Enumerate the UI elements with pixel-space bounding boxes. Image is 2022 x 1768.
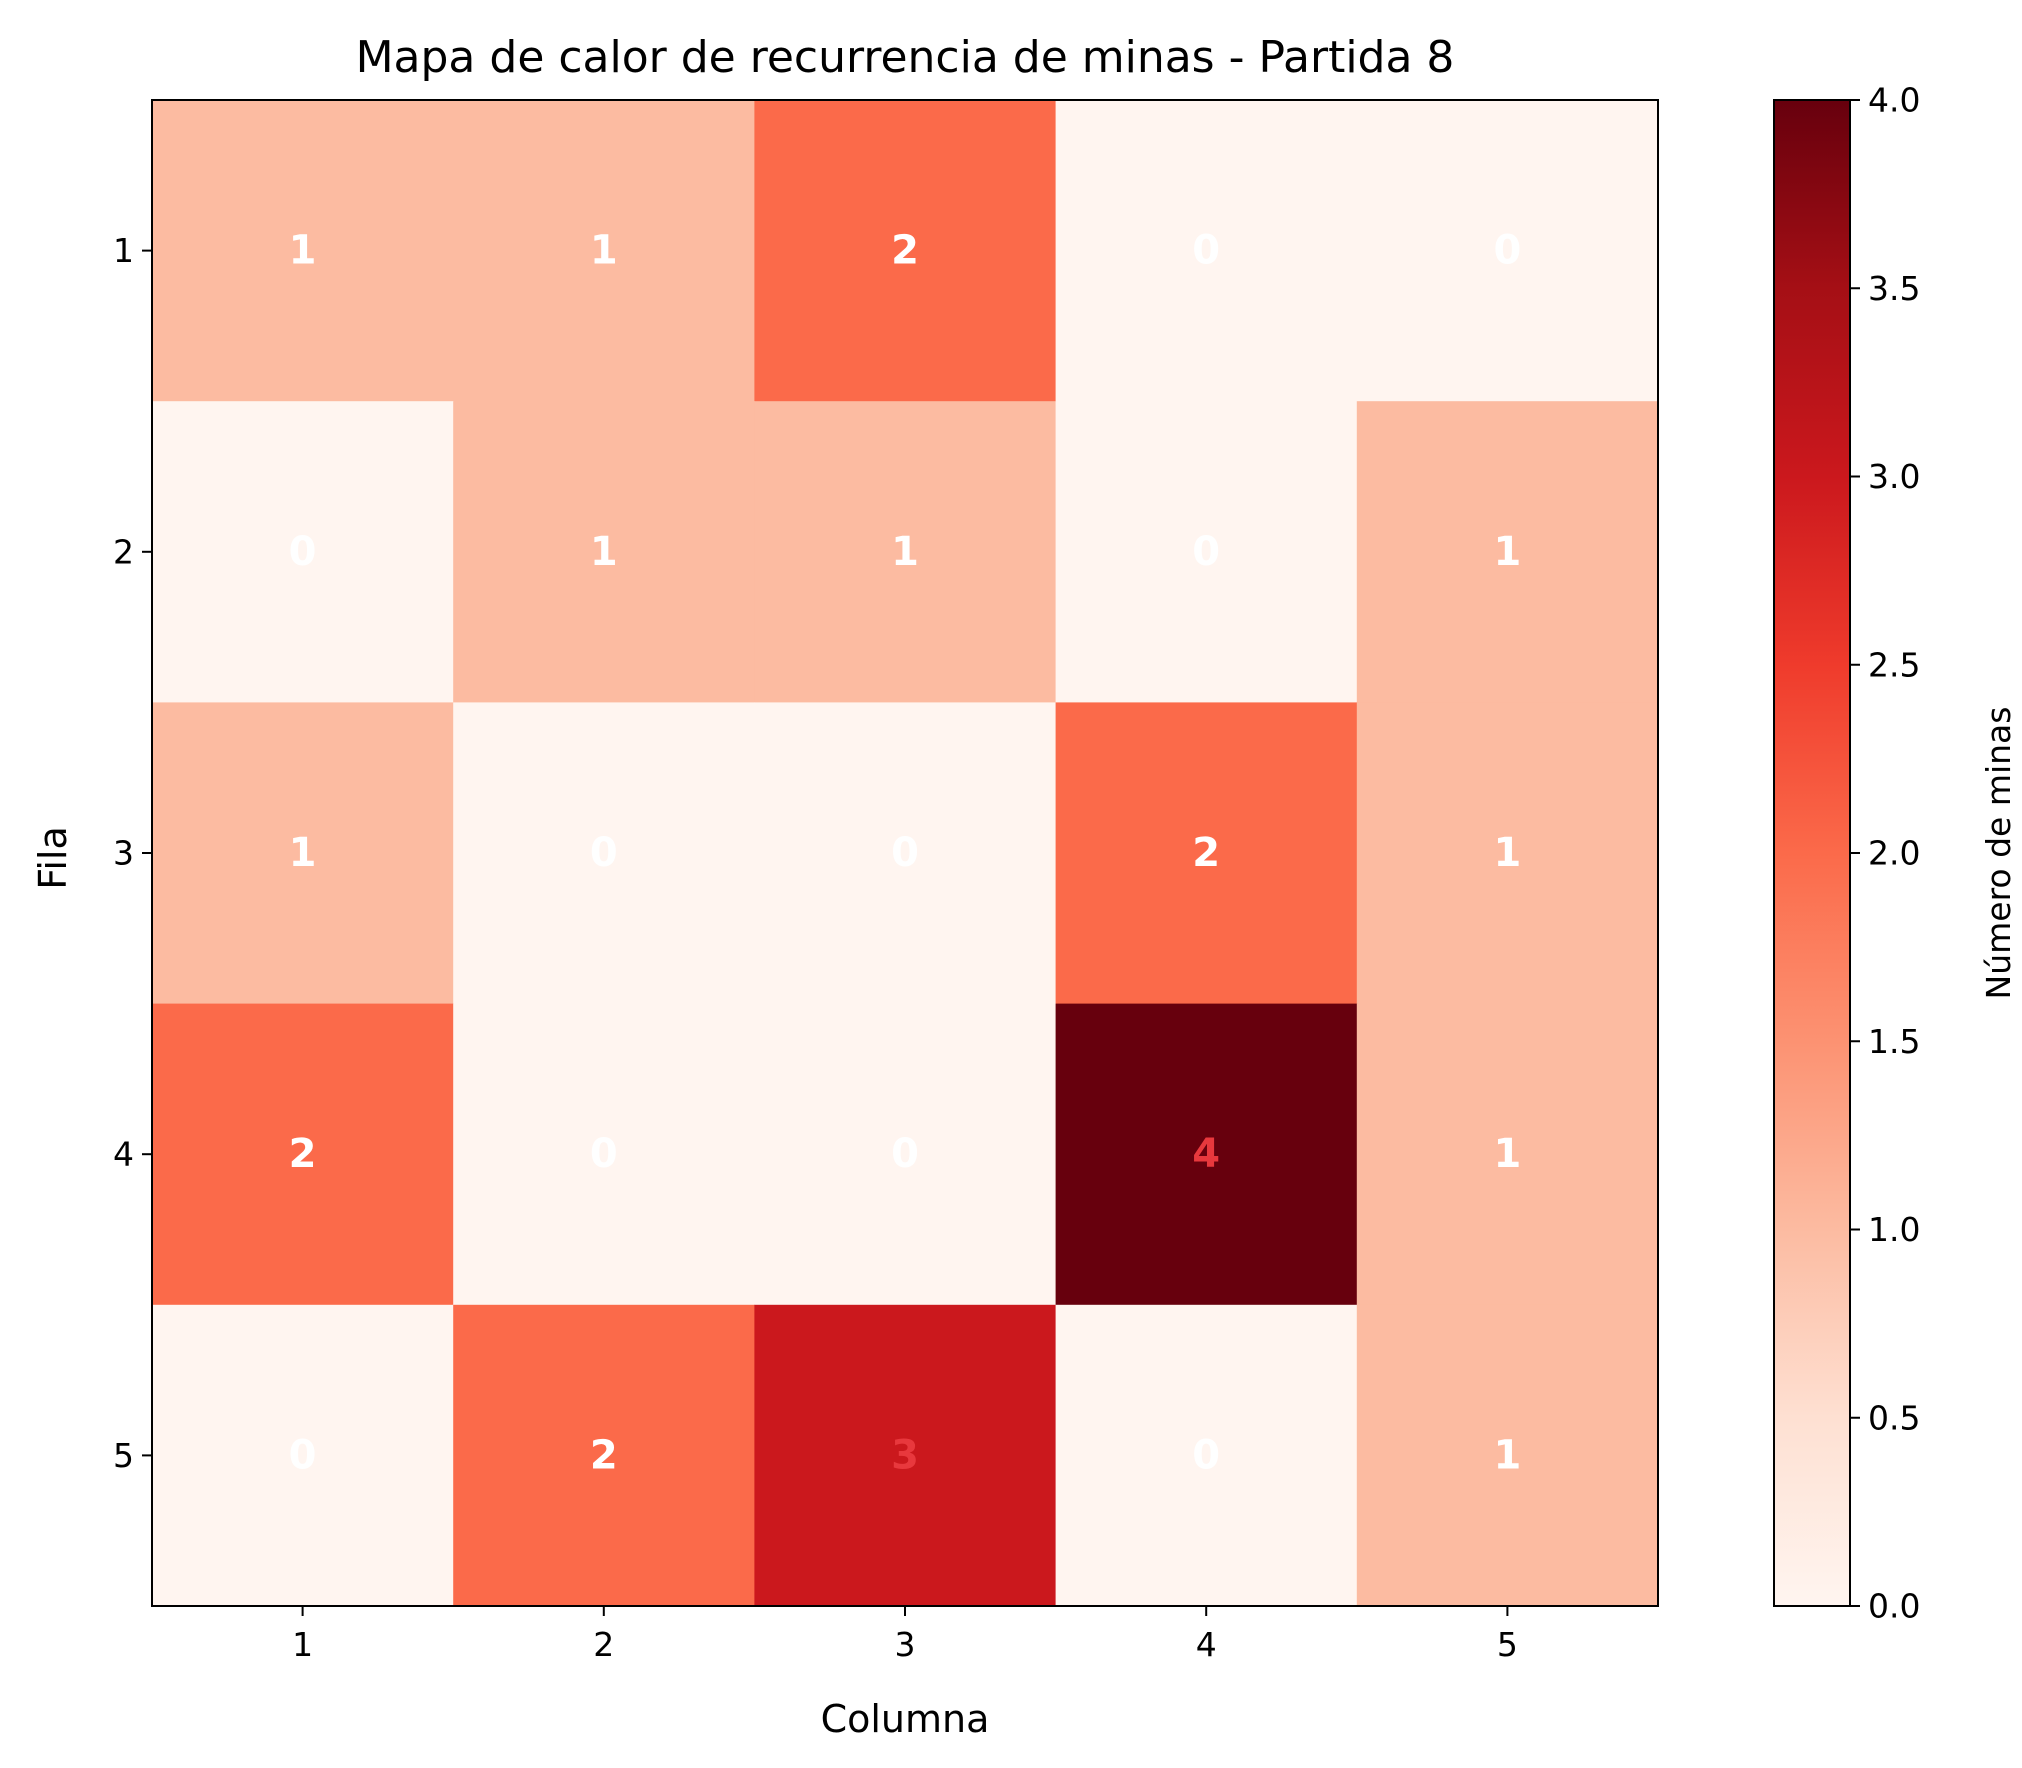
heatmap-cell — [152, 100, 454, 402]
heatmap-cell — [1055, 1304, 1358, 1607]
cell-value-label: 1 — [1493, 830, 1521, 876]
cell-value-label: 1 — [891, 529, 919, 575]
cell-value-label: 1 — [289, 228, 317, 274]
y-axis-label: Fila — [31, 826, 75, 890]
y-tick-label: 5 — [113, 1436, 134, 1475]
y-tick-label: 4 — [113, 1135, 134, 1174]
heatmap-cell — [152, 1304, 454, 1607]
cell-value-label: 4 — [1192, 1131, 1220, 1177]
cell-value-label: 0 — [590, 830, 618, 876]
chart-title: Mapa de calor de recurrencia de minas - … — [356, 32, 1455, 83]
cell-value-label: 0 — [289, 529, 317, 575]
heatmap-cell — [1356, 1003, 1659, 1306]
colorbar-tick-label: 0.5 — [1868, 1398, 1920, 1437]
colorbar-tick-label: 1.0 — [1868, 1210, 1920, 1249]
colorbar-ticks: 0.0 0.5 1.0 1.5 2.0 2.5 3.0 3.5 4.0 — [1850, 81, 1920, 1626]
cell-value-label: 0 — [1192, 1432, 1220, 1478]
x-tick-label: 3 — [895, 1625, 916, 1664]
cell-value-label: 1 — [590, 228, 618, 274]
heatmap-cell — [1356, 401, 1659, 703]
heatmap-cells — [152, 100, 1659, 1607]
cell-value-label: 0 — [891, 830, 919, 876]
cell-value-label: 1 — [1493, 1131, 1521, 1177]
colorbar-tick-label: 2.0 — [1868, 834, 1920, 873]
colorbar-tick-label: 3.0 — [1868, 457, 1920, 496]
heatmap-cell — [453, 401, 755, 703]
heatmap-cell — [754, 100, 1057, 402]
x-axis-label: Columna — [821, 1697, 990, 1741]
cell-value-label: 2 — [1192, 830, 1220, 876]
cell-value-label: 1 — [1493, 1432, 1521, 1478]
colorbar-tick-label: 1.5 — [1868, 1022, 1920, 1061]
heatmap-cell — [1356, 702, 1659, 1005]
y-tick-label: 1 — [113, 231, 134, 270]
colorbar-tick-label: 2.5 — [1868, 645, 1920, 684]
heatmap-cell — [152, 702, 454, 1005]
heatmap-cell — [453, 100, 755, 402]
cell-value-label: 0 — [1493, 228, 1521, 274]
x-tick-label: 5 — [1497, 1625, 1518, 1664]
cell-value-label: 0 — [1192, 228, 1220, 274]
heatmap-cell — [1356, 1304, 1659, 1607]
cell-value-label: 3 — [891, 1432, 919, 1478]
heatmap-cell — [754, 401, 1057, 703]
cell-value-label: 0 — [289, 1432, 317, 1478]
x-tick-label: 4 — [1196, 1625, 1217, 1664]
cell-value-label: 0 — [891, 1131, 919, 1177]
heatmap-cell — [453, 1304, 755, 1607]
heatmap-cell — [754, 702, 1057, 1005]
heatmap-cell — [1055, 1003, 1358, 1306]
cell-value-label: 2 — [590, 1432, 618, 1478]
colorbar — [1773, 99, 1851, 1607]
heatmap-cell — [754, 1003, 1057, 1306]
heatmap-cell — [1356, 100, 1659, 402]
colorbar-label: Número de minas — [1979, 707, 2018, 1000]
heatmap-cell — [754, 1304, 1057, 1607]
heatmap-cell — [453, 702, 755, 1005]
cell-value-label: 0 — [1192, 529, 1220, 575]
cell-value-label: 2 — [891, 228, 919, 274]
colorbar-tick-label: 4.0 — [1868, 81, 1920, 120]
heatmap-cell — [1055, 401, 1358, 703]
y-tick-label: 2 — [113, 532, 134, 571]
heatmap-cell — [1055, 100, 1358, 402]
cell-value-label: 0 — [590, 1131, 618, 1177]
cell-value-label: 1 — [1493, 529, 1521, 575]
x-tick-label: 1 — [292, 1625, 313, 1664]
heatmap-cell — [152, 1003, 454, 1306]
heatmap-cell — [152, 401, 454, 703]
cell-annotations: 1 1 2 0 0 0 1 1 0 1 1 0 0 2 1 2 0 0 4 1 0 2 3 0 1 — [289, 228, 1522, 1479]
x-axis-ticks: 1 2 3 4 5 — [292, 1606, 1518, 1664]
y-axis-ticks: 1 2 3 4 5 — [113, 231, 152, 1475]
colorbar-tick-label: 0.0 — [1868, 1587, 1920, 1626]
cell-value-label: 1 — [289, 830, 317, 876]
heatmap-cell — [1055, 702, 1358, 1005]
x-tick-label: 2 — [593, 1625, 614, 1664]
cell-value-label: 2 — [289, 1131, 317, 1177]
cell-value-label: 1 — [590, 529, 618, 575]
colorbar-tick-label: 3.5 — [1868, 269, 1920, 308]
heatmap-cell — [453, 1003, 755, 1306]
y-tick-label: 3 — [113, 834, 134, 873]
